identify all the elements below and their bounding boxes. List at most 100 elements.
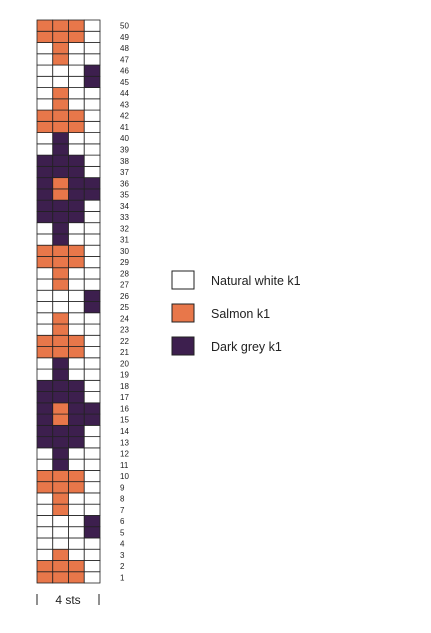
stitch-cell (36, 19, 54, 32)
stitch-cell (36, 379, 54, 392)
row-number: 23 (120, 326, 129, 335)
stitch-cell (68, 357, 85, 370)
stitch-cell (52, 515, 69, 528)
stitch-cell (52, 537, 69, 550)
stitch-cell (68, 278, 85, 291)
stitch-cell (52, 301, 69, 314)
stitch-cell (36, 503, 54, 516)
stitch-cell (36, 492, 54, 505)
stitch-cell (36, 120, 54, 133)
legend-label: Salmon k1 (211, 307, 270, 321)
stitch-cell (83, 109, 101, 122)
stitch-cell (83, 64, 101, 77)
stitch-cell (36, 98, 54, 111)
stitch-cell (52, 503, 69, 516)
row-number: 40 (120, 134, 129, 143)
stitch-cell (68, 154, 85, 167)
row-number: 46 (120, 67, 129, 76)
stitch-cell (36, 424, 54, 438)
width-indicator: 4 sts (36, 593, 100, 607)
stitch-cell (83, 424, 101, 438)
row-number: 4 (120, 540, 125, 549)
stitch-cell (83, 222, 101, 235)
stitch-cell (36, 515, 54, 528)
stitch-cell (36, 233, 54, 246)
stitch-cell (83, 346, 101, 359)
stitch-cell (68, 109, 85, 122)
row-number: 45 (120, 78, 129, 87)
stitch-cell (52, 379, 69, 392)
stitch-cell (52, 346, 69, 359)
stitch-cell (83, 323, 101, 336)
stitch-cell (36, 368, 54, 381)
stitch-cell (83, 278, 101, 291)
stitch-cell (68, 492, 85, 505)
stitch-cell (52, 19, 69, 32)
row-number: 44 (120, 89, 129, 98)
stitch-cell (68, 323, 85, 336)
stitch-cell (36, 312, 54, 325)
stitch-cell (36, 458, 54, 471)
stitch-cell (83, 413, 101, 426)
row-number: 25 (120, 303, 129, 312)
stitch-cell (68, 368, 85, 381)
stitch-cell (52, 278, 69, 291)
stitch-cell (83, 233, 101, 246)
stitch-cell (83, 267, 101, 280)
stitch-cell (52, 469, 69, 483)
stitch-cell (52, 154, 69, 167)
stitch-cell (68, 222, 85, 235)
row-number: 36 (120, 179, 129, 188)
row-number: 32 (120, 224, 129, 233)
stitch-cell (68, 188, 85, 201)
stitch-cell (83, 391, 101, 404)
stitch-cell (68, 233, 85, 246)
stitch-cell (36, 469, 54, 483)
stitch-cell (36, 177, 54, 190)
row-number: 10 (120, 472, 129, 481)
stitch-cell (52, 402, 69, 415)
stitch-cell (68, 256, 85, 269)
row-number: 20 (120, 359, 129, 368)
stitch-cell (52, 413, 69, 426)
row-number: 50 (120, 22, 129, 31)
row-number: 49 (120, 33, 129, 42)
stitch-cell (52, 424, 69, 438)
stitch-cell (83, 42, 101, 55)
stitch-cell (68, 53, 85, 66)
stitch-cell (52, 42, 69, 55)
stitch-cell (83, 132, 101, 145)
row-number: 7 (120, 506, 125, 515)
stitch-cell (68, 75, 85, 88)
width-label: 4 sts (55, 593, 80, 607)
stitch-cell (68, 447, 85, 460)
stitch-cell (36, 526, 54, 539)
row-number: 22 (120, 337, 129, 346)
stitch-cell (36, 87, 54, 100)
stitch-cell (83, 334, 101, 347)
stitch-cell (83, 289, 101, 302)
stitch-cell (36, 244, 54, 257)
row-numbers: 1234567891011121314151617181920212223242… (120, 22, 129, 583)
row-number: 35 (120, 191, 129, 200)
stitch-cell (52, 526, 69, 539)
row-number: 15 (120, 416, 129, 425)
stitch-cell (36, 447, 54, 460)
stitch-cell (52, 64, 69, 77)
stitch-cell (83, 53, 101, 66)
stitch-cell (36, 436, 54, 449)
stitch-cell (52, 211, 69, 224)
row-number: 6 (120, 517, 125, 526)
stitch-cell (83, 548, 101, 561)
stitch-cell (52, 391, 69, 404)
stitch-cell (68, 267, 85, 280)
stitch-cell (36, 402, 54, 415)
stitch-cell (83, 436, 101, 449)
stitch-cell (83, 244, 101, 257)
row-number: 30 (120, 247, 129, 256)
row-number: 12 (120, 450, 129, 459)
row-number: 24 (120, 314, 129, 323)
stitch-cell (68, 177, 85, 190)
